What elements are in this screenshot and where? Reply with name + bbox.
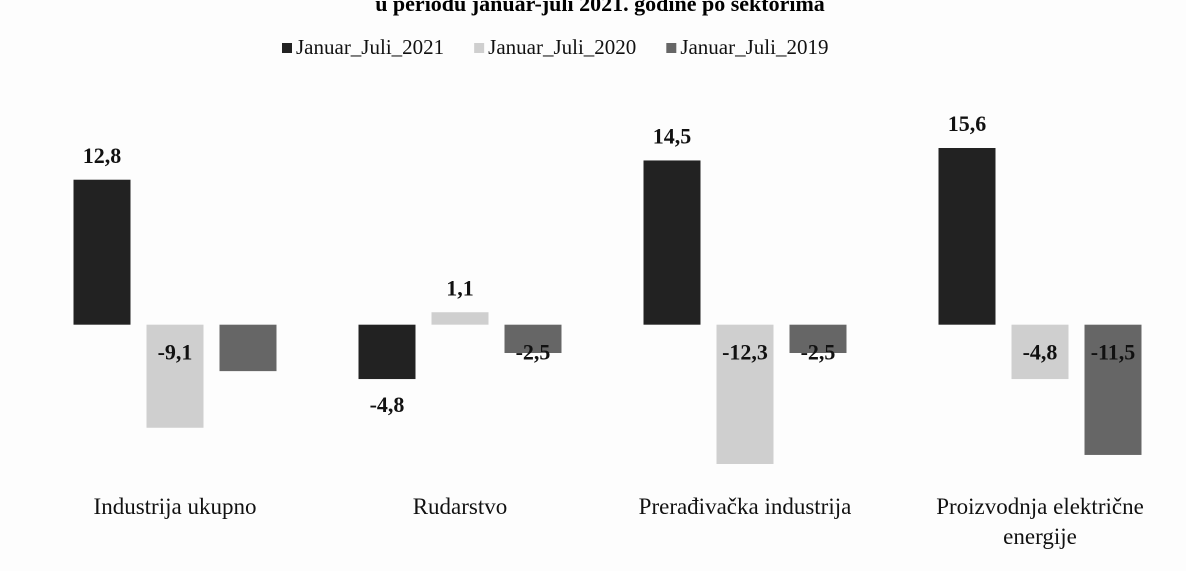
bar xyxy=(716,324,774,464)
bar xyxy=(431,312,489,325)
bar xyxy=(938,148,996,325)
legend-label: Januar_Juli_2020 xyxy=(488,35,636,59)
bar xyxy=(358,324,416,380)
legend-swatch xyxy=(666,43,677,53)
x-tick-label: Rudarstvo xyxy=(412,494,508,519)
bar xyxy=(1084,324,1142,455)
bar xyxy=(643,160,701,325)
bar xyxy=(146,324,204,428)
x-tick-label: Industrija ukupno xyxy=(93,494,257,519)
data-label: -2,5 xyxy=(516,340,551,365)
data-label: -12,3 xyxy=(722,340,768,365)
bar xyxy=(504,324,562,354)
data-label: 14,5 xyxy=(653,124,692,149)
data-label: -11,5 xyxy=(1091,340,1136,365)
legend-label: Januar_Juli_2019 xyxy=(680,35,828,59)
x-tick-label: Proizvodnja električne energije xyxy=(936,494,1144,549)
data-label: 1,1 xyxy=(446,275,474,300)
bar xyxy=(1011,324,1069,380)
bar xyxy=(73,179,131,325)
bar xyxy=(789,324,847,354)
data-label: -4,8 xyxy=(1023,340,1058,365)
chart-title: u periodu januar-juli 2021. godine po se… xyxy=(375,0,825,16)
data-label: 12,8 xyxy=(83,143,122,168)
data-label: -9,1 xyxy=(158,340,193,365)
legend-label: Januar_Juli_2021 xyxy=(296,35,444,59)
legend-swatch xyxy=(474,43,485,53)
x-tick-label: Prerađivačka industrija xyxy=(638,494,852,519)
legend-swatch xyxy=(282,43,292,53)
data-label: -4,8 xyxy=(370,392,405,417)
data-label: -2,5 xyxy=(801,340,836,365)
data-label: 15,6 xyxy=(948,111,987,136)
bar xyxy=(219,324,277,372)
